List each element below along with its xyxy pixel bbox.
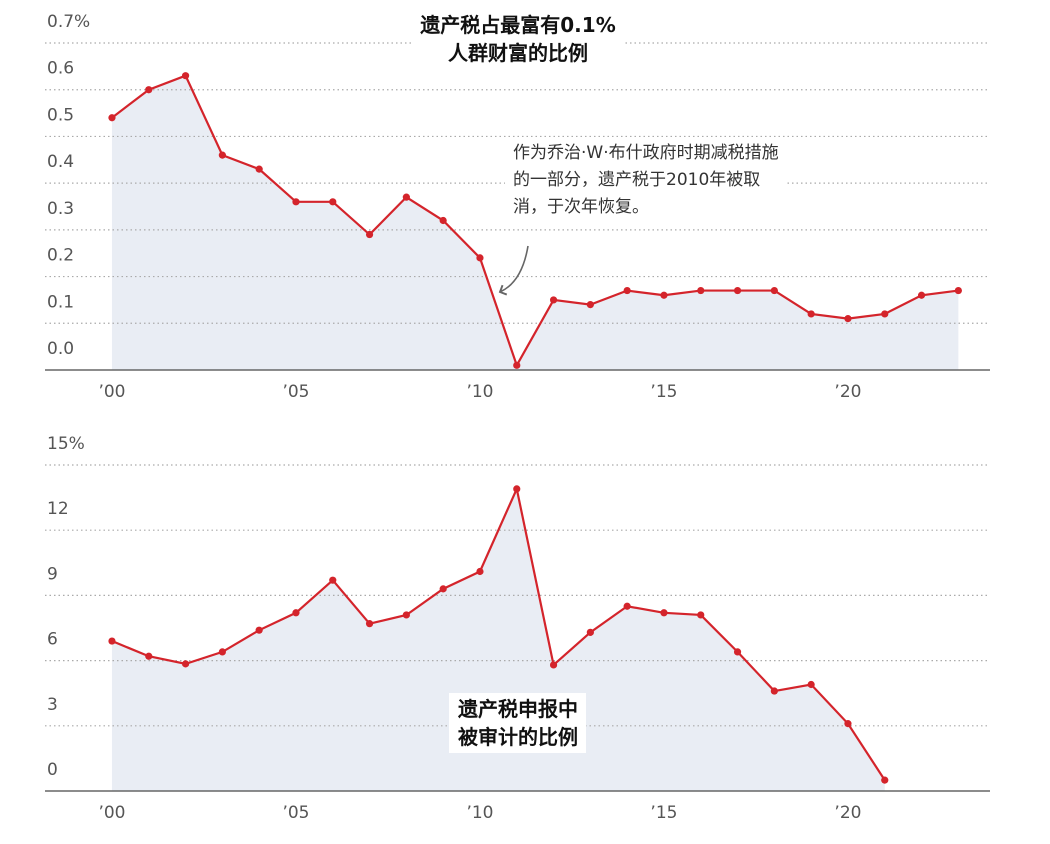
point [697,286,705,295]
point [292,198,300,206]
x-tick-label: ’20 [834,382,861,402]
label-backing [449,693,586,753]
point [402,193,410,201]
point [549,296,558,304]
point [513,485,521,493]
y-tick-label: 9 [47,564,58,584]
annotation-arrow [498,245,529,296]
point [807,680,815,689]
annotation: 的一部分，遗产税于2010年被取 [513,170,760,190]
y-tick-label: 0 [47,760,58,780]
x-tick-label: ’20 [834,803,861,823]
point [365,230,374,239]
point [476,567,484,576]
point [218,151,226,159]
point [844,315,852,323]
line [111,485,886,781]
y-tick-label: 0.7% [47,12,90,32]
x-tick-label: ’15 [650,803,677,823]
point [586,301,594,309]
point [697,611,705,619]
area-fill [111,488,885,791]
point [660,291,668,299]
y-tick-label: 0.0 [47,339,74,359]
y-tick-label: 0.3 [47,199,74,219]
y-tick-label: 0.5 [47,105,74,125]
point [181,72,190,80]
area-fill [111,75,959,370]
point [181,660,190,668]
point [844,720,852,728]
point [623,602,631,610]
point [439,216,447,225]
y-tick-label: 0.1 [47,292,74,312]
point [881,310,889,318]
point [770,687,778,695]
point [807,310,815,318]
point [402,611,410,619]
point [218,648,226,656]
label-backing [411,9,624,69]
chart-title: 人群财富的比例 [448,41,588,65]
point [145,86,153,94]
point [770,286,778,295]
label-backing [505,139,787,221]
point [145,652,153,660]
line [111,74,959,369]
plots: 0.0 0.1 0.2 0.3 0.4 0.5 0.6 0.7% ’00 ’05 ’10 ’15 ’20… [45,9,990,823]
point [255,165,263,173]
chart-title: 遗产税申报中 [457,697,578,721]
point [623,286,631,295]
point [329,576,337,584]
x-tick-label: ’00 [98,382,125,402]
y-tick-label: 0.4 [47,152,74,172]
point [513,361,521,369]
x-tick-label: ’05 [282,382,309,402]
point [255,626,263,634]
point [292,609,300,617]
point [108,114,116,122]
point [733,648,742,656]
point [329,198,337,206]
x-tick-label: ’10 [466,382,493,402]
x-tick-label: ’10 [466,803,493,823]
y-tick-label: 12 [47,499,69,519]
y-tick-label: 0.6 [47,59,74,79]
plot: 0.0 0.1 0.2 0.3 0.4 0.5 0.6 0.7% ’00 ’05 ’10 ’15 ’20… [45,9,990,402]
point [954,286,962,295]
x-tick-label: ’15 [650,382,677,402]
y-tick-label: 15% [47,434,85,454]
chart-title: 遗产税占最富有0.1% [419,13,615,37]
point [586,628,594,636]
point [660,609,668,617]
point [549,661,558,669]
y-tick-label: 3 [47,695,58,715]
x-tick-label: ’05 [282,803,309,823]
point [917,291,926,299]
point [365,620,374,628]
x-tick-label: ’00 [98,803,125,823]
point [881,776,889,784]
point [476,254,484,262]
point [733,286,742,295]
y-tick-label: 0.2 [47,246,74,266]
point [439,585,447,593]
y-tick-label: 6 [47,630,58,650]
chart-title: 被审计的比例 [458,725,578,749]
annotation: 作为乔治·W·布什政府时期减税措施 [513,143,779,163]
point [108,637,116,645]
annotation: 消，于次年恢复。 [513,197,649,217]
